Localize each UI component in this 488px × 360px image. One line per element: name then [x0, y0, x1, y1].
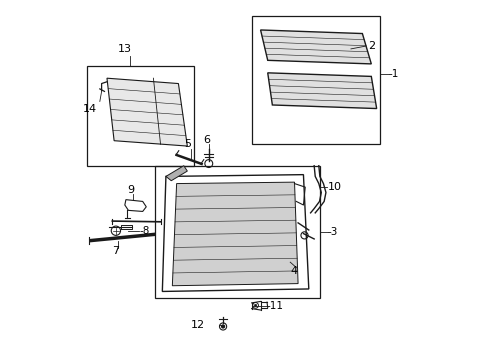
- Text: -1: -1: [387, 68, 398, 78]
- Polygon shape: [107, 78, 187, 146]
- Polygon shape: [260, 30, 370, 64]
- Bar: [87, 66, 194, 166]
- Text: 9: 9: [127, 185, 134, 195]
- Text: 2: 2: [367, 41, 374, 51]
- Text: -3: -3: [326, 227, 337, 237]
- Circle shape: [254, 304, 256, 306]
- Text: 5: 5: [184, 139, 191, 149]
- Text: 14: 14: [83, 104, 97, 114]
- Text: 12: 12: [191, 320, 205, 330]
- Text: -8: -8: [139, 226, 149, 236]
- Polygon shape: [165, 166, 187, 181]
- Text: 10: 10: [326, 182, 341, 192]
- Text: 6: 6: [203, 135, 210, 145]
- Bar: [155, 166, 319, 298]
- Text: 13: 13: [118, 44, 132, 54]
- Text: -11: -11: [266, 301, 283, 311]
- Bar: [251, 16, 380, 144]
- Text: 4: 4: [290, 266, 297, 276]
- Text: 7: 7: [111, 247, 119, 256]
- Circle shape: [221, 325, 224, 328]
- Polygon shape: [172, 182, 298, 286]
- Polygon shape: [267, 73, 376, 109]
